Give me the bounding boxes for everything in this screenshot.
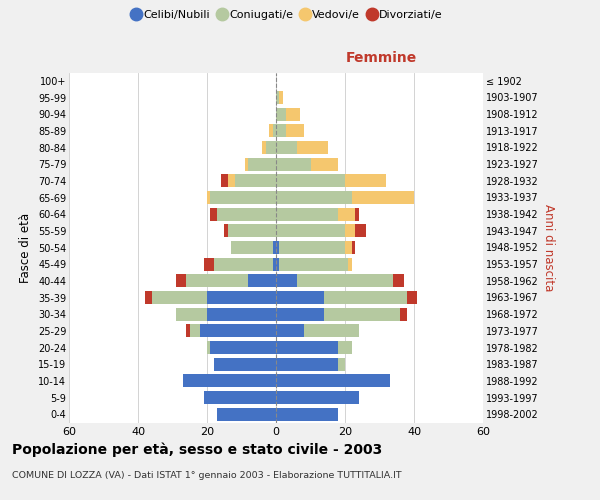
Bar: [276, 241, 280, 254]
Bar: [352, 191, 414, 204]
Bar: [217, 208, 276, 220]
Bar: [311, 158, 338, 170]
Bar: [272, 258, 276, 270]
Bar: [248, 274, 276, 287]
Bar: [262, 141, 266, 154]
Bar: [272, 124, 276, 138]
Bar: [214, 358, 276, 370]
Bar: [276, 324, 304, 338]
Bar: [276, 308, 325, 320]
Bar: [235, 174, 276, 188]
Bar: [352, 241, 355, 254]
Bar: [280, 241, 345, 254]
Bar: [325, 291, 407, 304]
Bar: [207, 291, 276, 304]
Bar: [325, 308, 400, 320]
Bar: [211, 341, 276, 354]
Bar: [203, 391, 276, 404]
Bar: [394, 274, 404, 287]
Bar: [276, 208, 338, 220]
Y-axis label: Anni di nascita: Anni di nascita: [542, 204, 556, 291]
Bar: [286, 124, 304, 138]
Bar: [280, 91, 283, 104]
Bar: [276, 191, 352, 204]
Bar: [296, 141, 328, 154]
Bar: [276, 391, 359, 404]
Bar: [345, 241, 352, 254]
Bar: [276, 274, 296, 287]
Bar: [214, 258, 272, 270]
Legend: Celibi/Nubili, Coniugati/e, Vedovi/e, Divorziati/e: Celibi/Nubili, Coniugati/e, Vedovi/e, Di…: [129, 6, 447, 25]
Text: COMUNE DI LOZZA (VA) - Dati ISTAT 1° gennaio 2003 - Elaborazione TUTTITALIA.IT: COMUNE DI LOZZA (VA) - Dati ISTAT 1° gen…: [12, 471, 401, 480]
Bar: [228, 174, 235, 188]
Bar: [207, 308, 276, 320]
Bar: [276, 374, 390, 388]
Bar: [221, 174, 228, 188]
Bar: [286, 108, 300, 120]
Bar: [304, 324, 359, 338]
Bar: [145, 291, 152, 304]
Bar: [276, 108, 286, 120]
Bar: [276, 358, 338, 370]
Bar: [269, 124, 272, 138]
Bar: [345, 174, 386, 188]
Bar: [228, 224, 276, 237]
Bar: [200, 324, 276, 338]
Bar: [231, 241, 272, 254]
Bar: [276, 91, 280, 104]
Bar: [296, 274, 394, 287]
Bar: [217, 408, 276, 420]
Bar: [280, 258, 349, 270]
Bar: [338, 208, 355, 220]
Bar: [276, 291, 325, 304]
Bar: [152, 291, 207, 304]
Bar: [245, 158, 248, 170]
Bar: [355, 208, 359, 220]
Bar: [272, 241, 276, 254]
Bar: [224, 224, 228, 237]
Bar: [187, 324, 190, 338]
Bar: [176, 308, 207, 320]
Bar: [400, 308, 407, 320]
Bar: [276, 124, 286, 138]
Bar: [266, 141, 276, 154]
Bar: [345, 224, 355, 237]
Bar: [211, 208, 217, 220]
Bar: [276, 408, 338, 420]
Bar: [276, 141, 296, 154]
Bar: [276, 158, 311, 170]
Text: Popolazione per età, sesso e stato civile - 2003: Popolazione per età, sesso e stato civil…: [12, 442, 382, 457]
Text: Femmine: Femmine: [346, 52, 417, 66]
Y-axis label: Fasce di età: Fasce di età: [19, 212, 32, 282]
Bar: [276, 341, 338, 354]
Bar: [407, 291, 418, 304]
Bar: [207, 341, 211, 354]
Bar: [355, 224, 366, 237]
Bar: [211, 191, 276, 204]
Bar: [338, 341, 352, 354]
Bar: [187, 274, 248, 287]
Bar: [338, 358, 345, 370]
Bar: [207, 191, 211, 204]
Bar: [183, 374, 276, 388]
Bar: [176, 274, 187, 287]
Bar: [190, 324, 200, 338]
Bar: [276, 224, 345, 237]
Bar: [203, 258, 214, 270]
Bar: [276, 174, 345, 188]
Bar: [276, 258, 280, 270]
Bar: [349, 258, 352, 270]
Bar: [248, 158, 276, 170]
